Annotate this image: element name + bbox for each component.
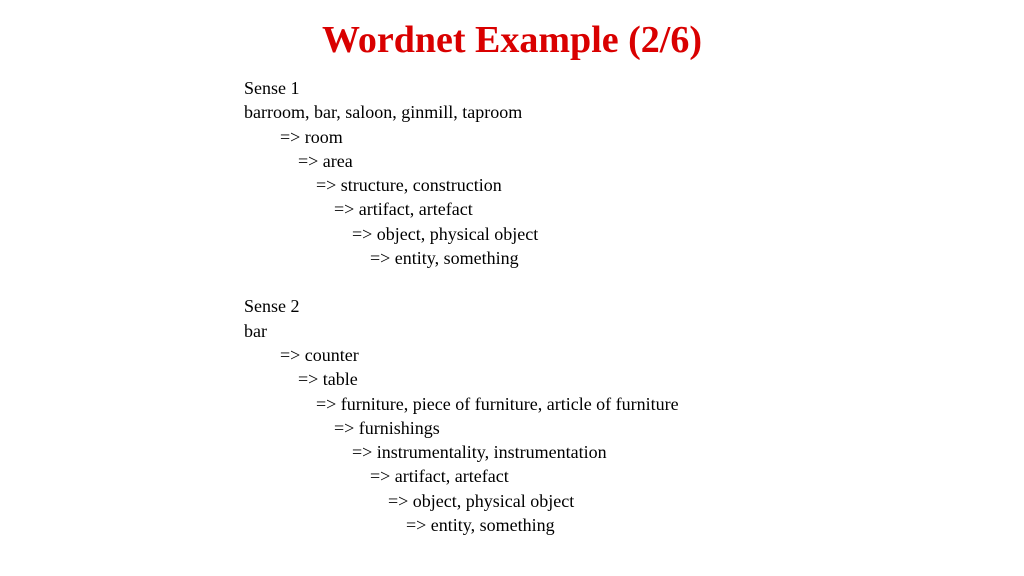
sense1-hyp-4: => object, physical object <box>244 222 1024 246</box>
sense1-hyp-0: => room <box>244 125 1024 149</box>
sense2-hyp-2: => furniture, piece of furniture, articl… <box>244 392 1024 416</box>
sense1-header: Sense 1 <box>244 76 1024 100</box>
sense2-hyp-4: => instrumentality, instrumentation <box>244 440 1024 464</box>
sense2-hyp-5: => artifact, artefact <box>244 464 1024 488</box>
slide-title: Wordnet Example (2/6) <box>0 0 1024 70</box>
sense2-synset: bar <box>244 319 1024 343</box>
sense2-hyp-1: => table <box>244 367 1024 391</box>
sense1-hyp-1: => area <box>244 149 1024 173</box>
sense2-hyp-3: => furnishings <box>244 416 1024 440</box>
sense2-hyp-7: => entity, something <box>244 513 1024 537</box>
sense2-hyp-6: => object, physical object <box>244 489 1024 513</box>
spacer <box>244 270 1024 294</box>
sense1-hyp-3: => artifact, artefact <box>244 197 1024 221</box>
sense2-header: Sense 2 <box>244 294 1024 318</box>
sense1-hyp-5: => entity, something <box>244 246 1024 270</box>
sense1-hyp-2: => structure, construction <box>244 173 1024 197</box>
sense1-synset: barroom, bar, saloon, ginmill, taproom <box>244 100 1024 124</box>
slide-body: Sense 1 barroom, bar, saloon, ginmill, t… <box>0 70 1024 537</box>
sense2-hyp-0: => counter <box>244 343 1024 367</box>
